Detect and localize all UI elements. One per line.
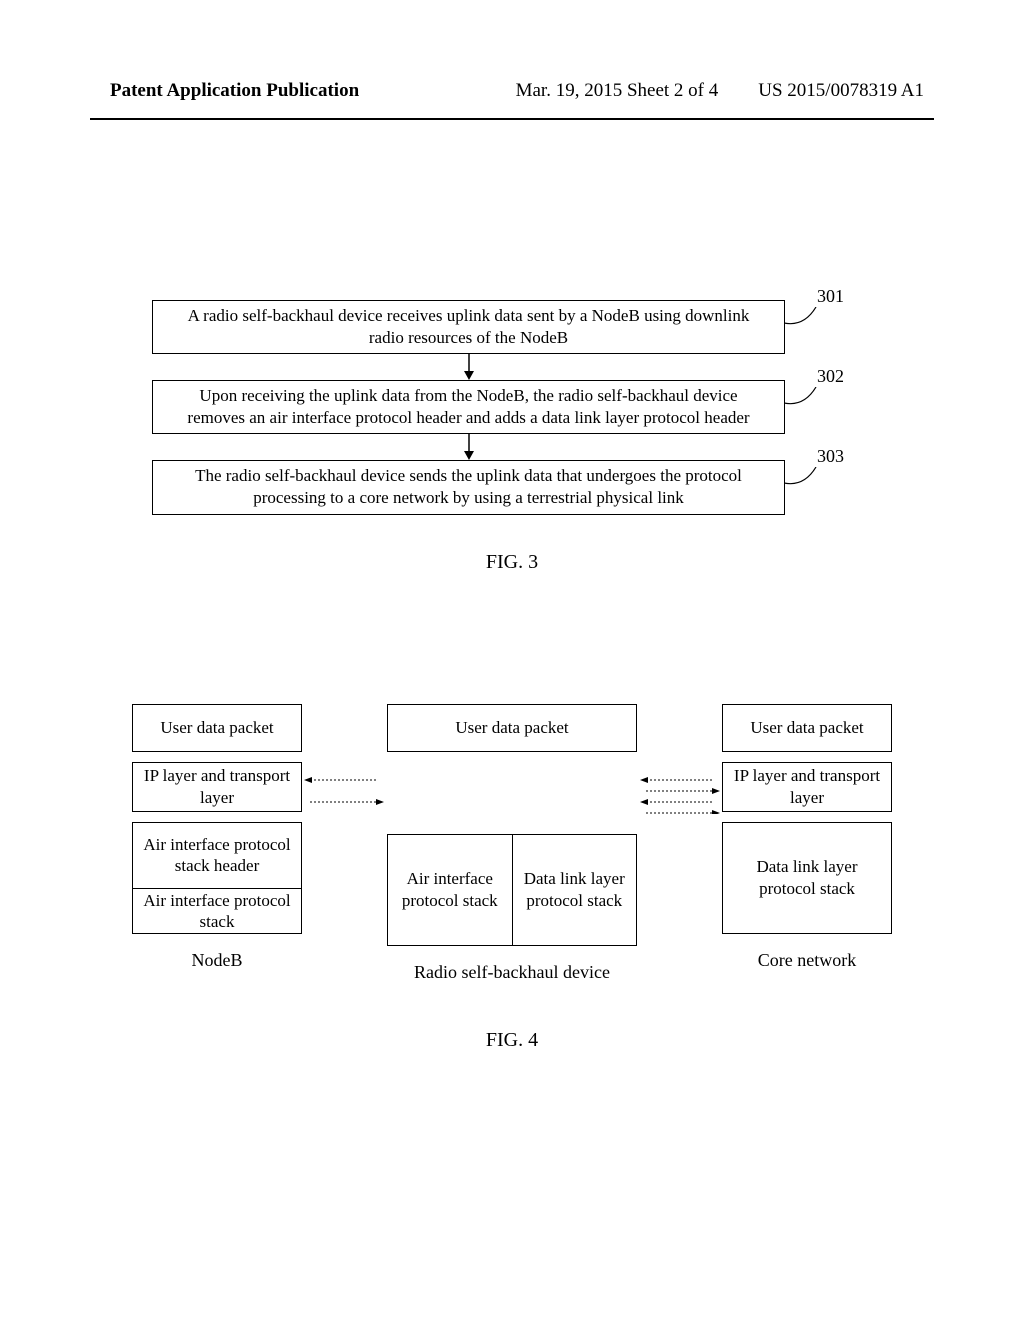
flowchart-arrow-1 xyxy=(152,354,785,380)
header-rule xyxy=(90,118,934,120)
stack-core: User data packet IP layer and transport … xyxy=(722,704,892,971)
protocol-stacks-row: User data packet IP layer and transport … xyxy=(132,704,892,983)
flowchart-step-302-text: Upon receiving the uplink data from the … xyxy=(187,386,749,427)
nodeb-ip-transport: IP layer and transport layer xyxy=(132,762,302,812)
core-ip-transport: IP layer and transport layer xyxy=(722,762,892,812)
ref-num-302: 302 xyxy=(817,365,844,388)
header-right-group: Mar. 19, 2015 Sheet 2 of 4 US 2015/00783… xyxy=(516,80,924,102)
header-right: US 2015/0078319 A1 xyxy=(758,80,924,102)
ref-connector-303 xyxy=(784,467,824,497)
bidir-arrows-left xyxy=(304,768,384,814)
core-label: Core network xyxy=(722,950,892,971)
flowchart-step-301: A radio self-backhaul device receives up… xyxy=(152,300,785,354)
backhaul-spacer xyxy=(387,762,637,824)
stack-backhaul: User data packet Air interface protocol … xyxy=(387,704,637,983)
flowchart-step-303-text: The radio self-backhaul device sends the… xyxy=(195,466,742,507)
figure-3: A radio self-backhaul device receives up… xyxy=(152,300,872,574)
flowchart-arrow-2 xyxy=(152,434,785,460)
backhaul-lower: Air interface protocol stack Data link l… xyxy=(387,834,637,946)
core-user-data: User data packet xyxy=(722,704,892,752)
backhaul-datalink-stack: Data link layer protocol stack xyxy=(513,835,637,945)
flowchart-step-301-text: A radio self-backhaul device receives up… xyxy=(188,306,750,347)
bidir-arrows-right xyxy=(640,768,720,814)
figure-4: User data packet IP layer and transport … xyxy=(132,704,892,1052)
header-left: Patent Application Publication xyxy=(110,80,359,102)
ref-num-301: 301 xyxy=(817,285,844,308)
ref-num-303: 303 xyxy=(817,445,844,468)
backhaul-air-stack: Air interface protocol stack xyxy=(388,835,513,945)
backhaul-label: Radio self-backhaul device xyxy=(387,962,637,983)
nodeb-air-stack: Air interface protocol stack xyxy=(133,889,301,933)
flowchart-step-302: Upon receiving the uplink data from the … xyxy=(152,380,785,434)
nodeb-air-header: Air interface protocol stack header xyxy=(133,823,301,889)
ref-connector-302 xyxy=(784,387,824,417)
figure-3-caption: FIG. 3 xyxy=(152,551,872,574)
ref-connector-301 xyxy=(784,307,824,337)
nodeb-user-data: User data packet xyxy=(132,704,302,752)
stack-nodeb: User data packet IP layer and transport … xyxy=(132,704,302,971)
flowchart-step-303: The radio self-backhaul device sends the… xyxy=(152,460,785,514)
header-center: Mar. 19, 2015 Sheet 2 of 4 xyxy=(516,80,719,102)
core-datalink-stack: Data link layer protocol stack xyxy=(722,822,892,934)
backhaul-user-data: User data packet xyxy=(387,704,637,752)
figure-4-caption: FIG. 4 xyxy=(132,1029,892,1052)
nodeb-label: NodeB xyxy=(132,950,302,971)
nodeb-air-interface: Air interface protocol stack header Air … xyxy=(132,822,302,934)
page-header: Patent Application Publication Mar. 19, … xyxy=(0,0,1024,118)
